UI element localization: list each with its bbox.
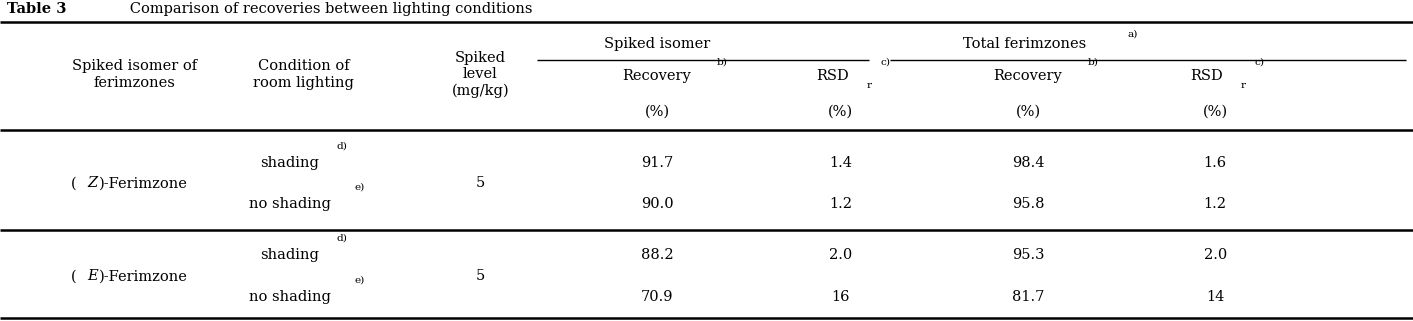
Text: e): e) [355,183,365,192]
Text: RSD: RSD [815,69,849,83]
Text: no shading: no shading [249,290,331,304]
Text: 16: 16 [831,290,851,304]
Text: shading: shading [260,248,319,262]
Text: e): e) [355,275,365,285]
Text: Recovery: Recovery [993,69,1063,83]
Text: a): a) [1128,29,1137,38]
Text: b): b) [1088,58,1098,67]
Text: Spiked
level
(mg/kg): Spiked level (mg/kg) [452,51,509,98]
Text: (%): (%) [1202,104,1228,118]
Text: 98.4: 98.4 [1012,155,1044,169]
Text: r: r [866,81,872,90]
Text: Total ferimzones: Total ferimzones [962,37,1087,51]
Text: 1.2: 1.2 [1204,197,1226,211]
Text: (%): (%) [828,104,853,118]
Text: no shading: no shading [249,197,331,211]
Text: d): d) [336,141,348,150]
Text: 95.8: 95.8 [1012,197,1044,211]
Text: 90.0: 90.0 [640,197,674,211]
Text: Spiked isomer: Spiked isomer [603,37,711,51]
Text: 81.7: 81.7 [1012,290,1044,304]
Text: Spiked isomer of
ferimzones: Spiked isomer of ferimzones [72,59,196,90]
Text: 1.6: 1.6 [1204,155,1226,169]
Text: 5: 5 [476,269,485,283]
Text: 88.2: 88.2 [640,248,674,262]
Text: Z: Z [88,176,97,190]
Text: 1.4: 1.4 [829,155,852,169]
Text: b): b) [716,58,728,67]
Text: c): c) [1255,58,1265,67]
Text: 70.9: 70.9 [640,290,674,304]
Text: r: r [1241,81,1246,90]
Text: 5: 5 [476,176,485,190]
Text: (: ( [71,176,76,190]
Text: Table 3: Table 3 [7,2,66,16]
Text: (: ( [71,269,76,283]
Text: 95.3: 95.3 [1012,248,1044,262]
Text: Comparison of recoveries between lighting conditions: Comparison of recoveries between lightin… [102,2,533,16]
Text: Condition of
room lighting: Condition of room lighting [253,59,355,90]
Text: E: E [88,269,99,283]
Text: )-Ferimzone: )-Ferimzone [99,269,188,283]
Text: Recovery: Recovery [623,69,691,83]
Text: (%): (%) [1016,104,1040,118]
Text: )-Ferimzone: )-Ferimzone [99,176,188,190]
Text: 2.0: 2.0 [829,248,852,262]
Text: (%): (%) [644,104,670,118]
Text: d): d) [336,234,348,243]
Text: shading: shading [260,155,319,169]
Text: RSD: RSD [1190,69,1224,83]
Text: 2.0: 2.0 [1204,248,1226,262]
Text: 1.2: 1.2 [829,197,852,211]
Text: c): c) [880,58,890,67]
Text: 91.7: 91.7 [642,155,673,169]
Text: 14: 14 [1205,290,1225,304]
